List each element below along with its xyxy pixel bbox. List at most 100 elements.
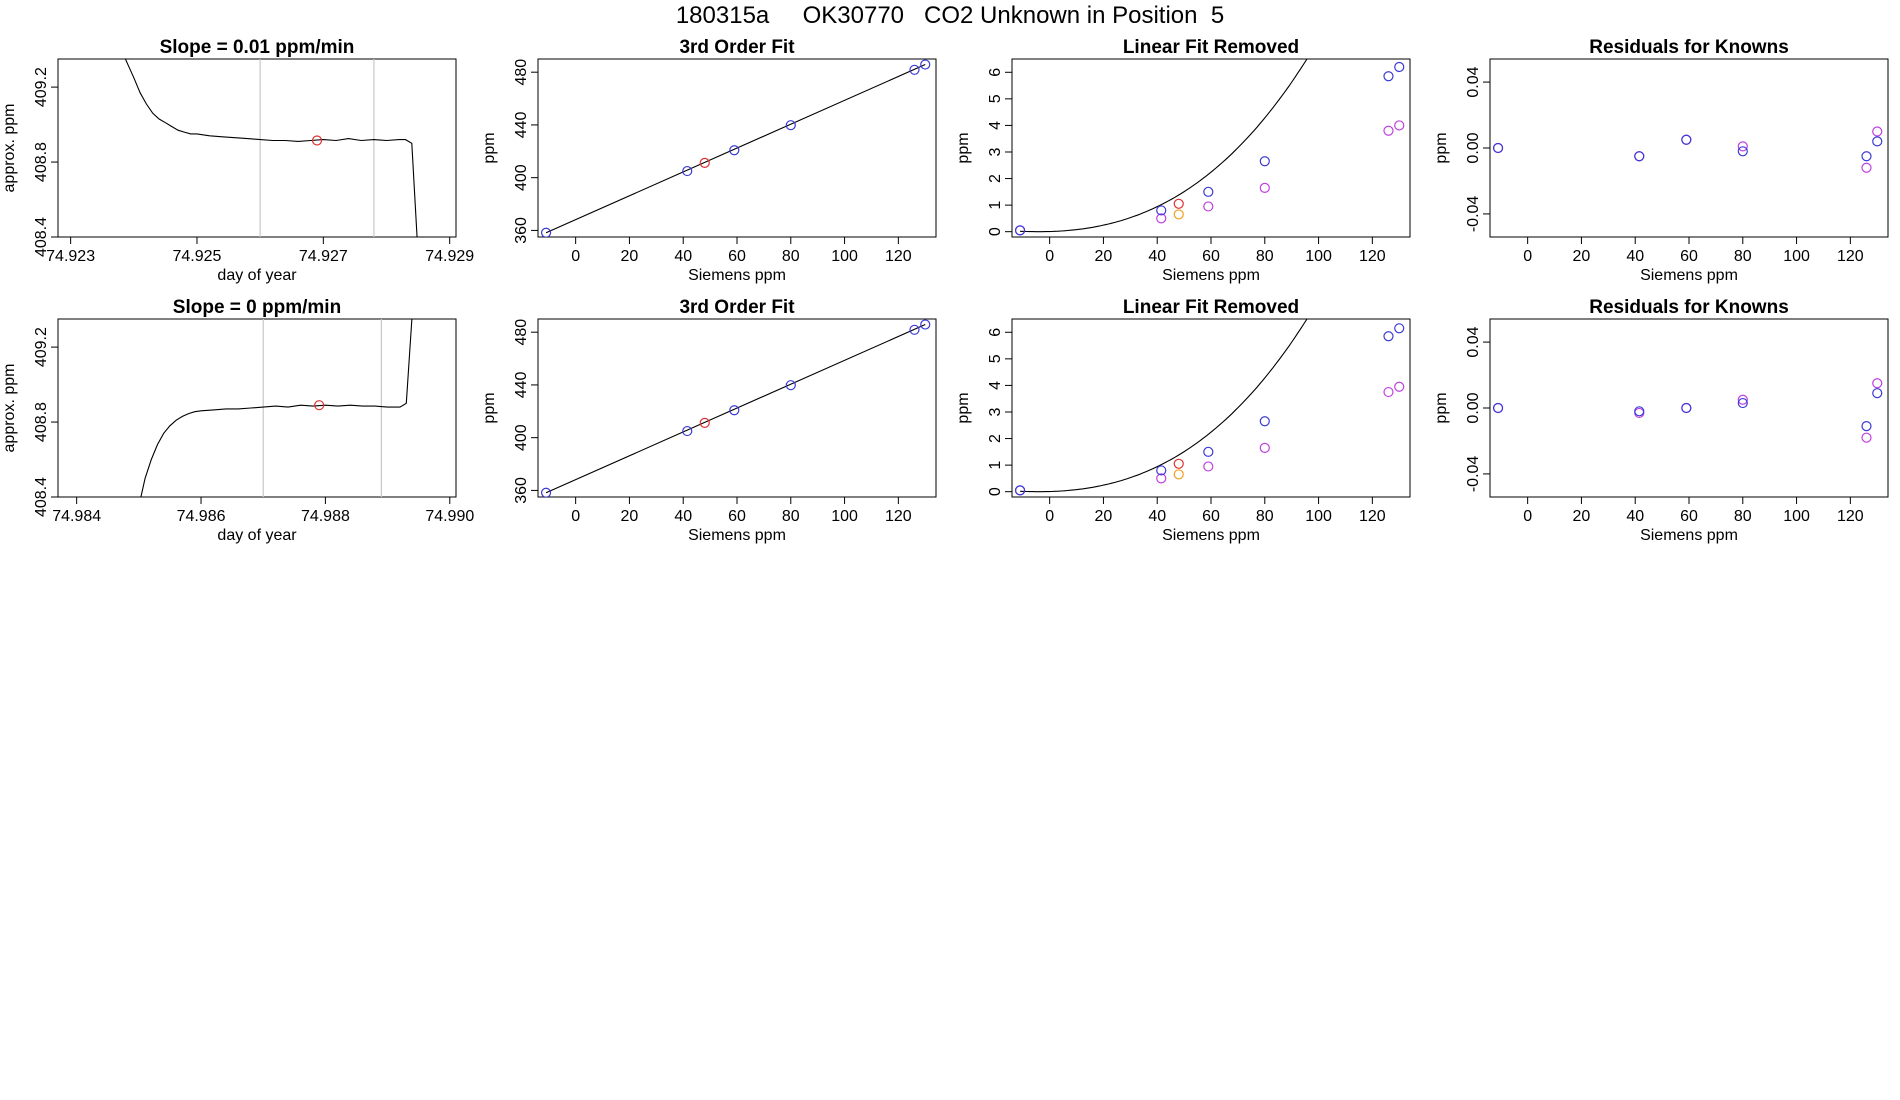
y-tick-label: 6: [987, 68, 1004, 77]
panel-data: [1014, 319, 1405, 496]
known-point: [1156, 205, 1167, 216]
x-tick-label: 60: [728, 508, 746, 525]
known-point: [1737, 397, 1748, 409]
y-axis-label: ppm: [955, 392, 972, 423]
panel-data: [124, 59, 418, 237]
x-axis-label: day of year: [217, 267, 297, 284]
residual-point: [1394, 381, 1405, 392]
y-tick-label: 3: [987, 407, 1004, 416]
panel-2: 3rd Order Fit 0 20 40 60 80 100 120 360 400 440 480…: [481, 37, 937, 284]
x-tick-label: 80: [1256, 508, 1274, 525]
panel-8: Residuals for Knowns 0 20 40 60 80 100 120 -0.04…: [1433, 297, 1889, 544]
known-point: [1203, 186, 1214, 197]
x-axis-label: Siemens ppm: [1640, 267, 1738, 284]
x-tick-label: 60: [1680, 508, 1698, 525]
known-point: [1492, 142, 1504, 154]
y-tick-label: 440: [513, 371, 530, 398]
known-point: [729, 405, 740, 416]
x-tick-label: 0: [1045, 508, 1054, 525]
panel-title: Slope = 0 ppm/min: [173, 297, 341, 318]
known-point: [1681, 134, 1692, 145]
residual-point: [1156, 213, 1167, 224]
plot-frame: [57, 318, 457, 498]
x-tick-label: 100: [1783, 248, 1810, 265]
known-point: [682, 425, 693, 437]
known-point: [1014, 485, 1026, 496]
y-tick-label: 0: [987, 487, 1004, 496]
y-tick-label: 0.04: [1465, 326, 1482, 357]
panel-4: Residuals for Knowns 0 20 40 60 80 100 120 -0.04…: [1433, 37, 1889, 284]
unknown-point: [311, 135, 323, 146]
known-point: [729, 145, 740, 156]
panel-7: Linear Fit Removed 0 20 40 60 80 100 120 0 1 2 3 4 5 6…: [955, 297, 1411, 544]
known-point: [1861, 421, 1872, 432]
x-tick-label: 74.986: [177, 508, 226, 525]
y-tick-label: 440: [513, 111, 530, 138]
x-tick-label: 100: [831, 508, 858, 525]
panel-title: 3rd Order Fit: [679, 37, 795, 58]
known-point: [785, 380, 796, 391]
residual-point: [1259, 182, 1270, 193]
plot-frame: [1489, 318, 1889, 498]
known-point: [1383, 331, 1394, 342]
y-tick-label: 360: [513, 217, 530, 244]
y-tick-label: 1: [987, 201, 1004, 210]
y-tick-label: 480: [513, 59, 530, 86]
y-tick-label: 0.04: [1465, 66, 1482, 97]
plot-frame: [1489, 58, 1889, 238]
residual-point: [1383, 125, 1394, 136]
known-point: [1014, 225, 1026, 236]
known-point: [1634, 151, 1645, 162]
x-tick-label: 120: [885, 508, 912, 525]
known-point: [920, 319, 931, 330]
panel-data: [1492, 126, 1883, 173]
x-tick-label: 120: [1837, 248, 1864, 265]
y-axis-label: ppm: [955, 132, 972, 163]
x-tick-label: 60: [1680, 248, 1698, 265]
residual-point: [1737, 141, 1748, 152]
known-point: [1861, 151, 1872, 162]
known-point: [1394, 323, 1405, 334]
known-point: [909, 324, 920, 335]
y-tick-label: 360: [513, 477, 530, 504]
x-tick-label: 20: [1095, 508, 1113, 525]
y-tick-label: 408.8: [33, 142, 50, 182]
known-point: [1492, 402, 1504, 414]
panel-title: 3rd Order Fit: [679, 297, 795, 318]
known-point: [1203, 446, 1214, 457]
y-tick-label: 400: [513, 164, 530, 191]
series-line: [124, 59, 418, 237]
x-axis-label: day of year: [217, 527, 297, 544]
x-tick-label: 74.923: [46, 248, 95, 265]
x-tick-label: 0: [1045, 248, 1054, 265]
panel-data: [1492, 378, 1883, 443]
x-tick-label: 60: [1202, 248, 1220, 265]
x-tick-label: 120: [1359, 248, 1386, 265]
known-point: [1383, 71, 1394, 82]
known-point: [920, 59, 931, 70]
x-axis-label: Siemens ppm: [688, 527, 786, 544]
y-tick-label: 2: [987, 174, 1004, 183]
residual-point: [1203, 461, 1214, 472]
known-point: [1634, 406, 1645, 417]
x-tick-label: 20: [1573, 508, 1591, 525]
y-tick-label: 0: [987, 227, 1004, 236]
x-tick-label: 120: [885, 248, 912, 265]
residual-point: [1872, 126, 1883, 137]
panel-data: [540, 59, 931, 237]
x-tick-label: 100: [1305, 248, 1332, 265]
y-tick-label: 0.00: [1465, 392, 1482, 423]
known-point: [1259, 156, 1270, 167]
y-tick-label: 0.00: [1465, 132, 1482, 163]
x-tick-label: 0: [571, 508, 580, 525]
fit-line: [545, 64, 926, 234]
x-tick-label: 80: [1734, 508, 1752, 525]
panel-data: [140, 319, 413, 497]
x-tick-label: 100: [831, 248, 858, 265]
y-axis-label: ppm: [481, 392, 498, 423]
x-tick-label: 0: [1523, 248, 1532, 265]
x-tick-label: 0: [1523, 508, 1532, 525]
residual-point: [1259, 442, 1270, 453]
x-tick-label: 40: [674, 508, 692, 525]
panel-title: Linear Fit Removed: [1123, 37, 1299, 58]
